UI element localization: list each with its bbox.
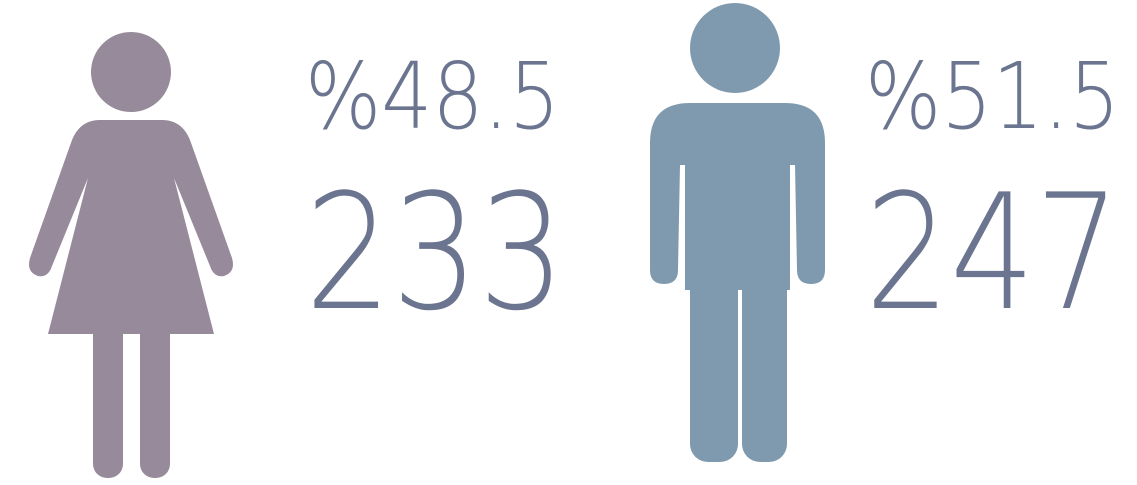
female-body: [29, 120, 233, 334]
female-count: 233: [305, 159, 565, 346]
female-icon: [29, 32, 233, 478]
female-percent: %48.5: [305, 43, 560, 150]
male-leg: [742, 270, 787, 462]
female-head: [91, 32, 171, 112]
male-leg: [690, 270, 738, 462]
male-count: 247: [865, 159, 1120, 346]
male-head: [690, 3, 780, 93]
male-icon: [650, 3, 825, 462]
male-percent: %51.5: [865, 43, 1120, 150]
female-leg: [93, 320, 123, 478]
male-body: [650, 103, 825, 290]
female-leg: [140, 320, 170, 478]
